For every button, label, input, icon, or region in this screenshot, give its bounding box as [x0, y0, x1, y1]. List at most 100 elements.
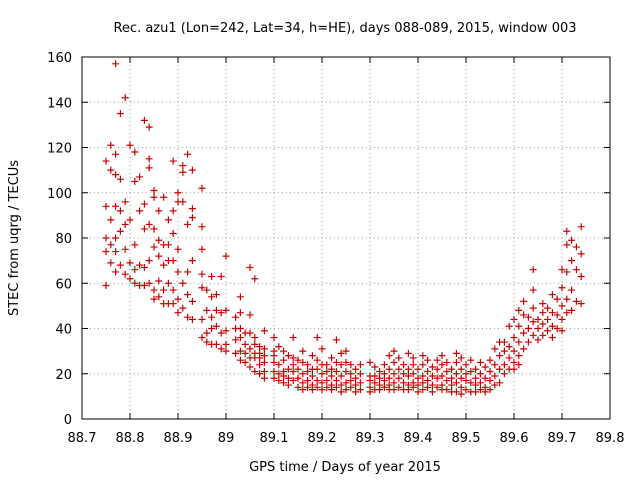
data-point: [534, 336, 542, 344]
data-point: [270, 352, 278, 360]
data-point: [380, 377, 388, 385]
x-axis-label: GPS time / Days of year 2015: [249, 460, 441, 475]
data-point: [553, 311, 561, 319]
data-point: [275, 343, 283, 351]
data-point: [102, 234, 110, 242]
data-point: [174, 295, 182, 303]
data-point: [371, 363, 379, 371]
data-point: [241, 349, 249, 357]
data-point: [356, 361, 364, 369]
data-point: [419, 379, 427, 387]
data-point: [280, 356, 288, 364]
x-tick-label: 89.4: [404, 431, 433, 446]
data-point: [260, 327, 268, 335]
data-point: [107, 166, 115, 174]
data-point: [438, 361, 446, 369]
data-point: [563, 268, 571, 276]
data-point: [212, 291, 220, 299]
data-point: [126, 141, 134, 149]
data-point: [472, 365, 480, 373]
data-point: [332, 336, 340, 344]
data-point: [121, 245, 129, 253]
x-tick-label: 89.3: [356, 431, 385, 446]
data-point: [131, 148, 139, 156]
data-point: [342, 367, 350, 375]
data-point: [385, 374, 393, 382]
data-point: [236, 293, 244, 301]
data-point: [452, 358, 460, 366]
data-point: [102, 202, 110, 210]
data-point: [328, 365, 336, 373]
data-point: [116, 207, 124, 215]
data-point: [572, 297, 580, 305]
data-point: [347, 383, 355, 391]
data-point: [577, 223, 585, 231]
data-point: [107, 216, 115, 224]
data-point: [486, 377, 494, 385]
data-point: [553, 325, 561, 332]
data-point: [510, 347, 518, 355]
data-point: [366, 388, 374, 396]
data-point: [433, 365, 441, 373]
data-point: [155, 207, 163, 215]
data-point: [395, 383, 403, 391]
axis-ticks: 88.7 88.8 88.9 89 89.1 89.2 89.3 89.4 89.5 89.6 89…: [47, 51, 624, 446]
data-point: [337, 381, 345, 389]
data-point: [443, 358, 451, 366]
data-point: [332, 367, 340, 375]
data-point: [404, 386, 412, 394]
data-point: [256, 354, 264, 362]
data-point: [524, 313, 532, 321]
data-point: [145, 123, 153, 131]
data-point: [443, 386, 451, 394]
data-point: [390, 358, 398, 366]
data-point: [289, 334, 297, 342]
data-point: [366, 377, 374, 385]
data-point: [131, 241, 139, 249]
data-point: [548, 334, 556, 342]
data-point: [486, 356, 494, 364]
data-point: [160, 193, 168, 201]
data-point: [491, 361, 499, 369]
data-point: [304, 367, 312, 375]
x-tick-label: 89.6: [500, 431, 529, 446]
data-point: [467, 367, 475, 375]
data-point: [520, 329, 528, 337]
data-point: [241, 358, 249, 366]
data-point: [222, 252, 230, 260]
data-point: [332, 377, 340, 385]
data-point: [342, 386, 350, 394]
data-point: [313, 334, 321, 342]
data-point: [577, 250, 585, 258]
data-point: [428, 363, 436, 371]
x-tick-label: 89.5: [452, 431, 481, 446]
data-point: [558, 315, 566, 323]
data-point: [116, 227, 124, 235]
data-point: [251, 334, 259, 342]
data-point: [371, 379, 379, 387]
data-point: [544, 315, 552, 323]
data-point: [188, 205, 196, 213]
data-point: [232, 336, 240, 344]
data-point: [515, 338, 523, 346]
data-point: [332, 358, 340, 366]
data-point: [313, 377, 321, 385]
data-point: [457, 390, 465, 398]
data-point: [500, 370, 508, 378]
data-point: [270, 367, 278, 375]
data-point: [164, 216, 172, 224]
data-point: [376, 386, 384, 394]
data-point: [433, 356, 441, 364]
x-tick-label: 89.7: [548, 431, 577, 446]
data-point: [328, 386, 336, 394]
data-point: [529, 286, 537, 294]
data-point: [169, 286, 177, 294]
data-point: [438, 352, 446, 360]
data-point: [558, 302, 566, 310]
data-point: [515, 322, 523, 330]
y-tick-label: 80: [55, 232, 72, 247]
data-point: [318, 370, 326, 378]
data-point: [184, 150, 192, 158]
data-point: [510, 358, 518, 366]
